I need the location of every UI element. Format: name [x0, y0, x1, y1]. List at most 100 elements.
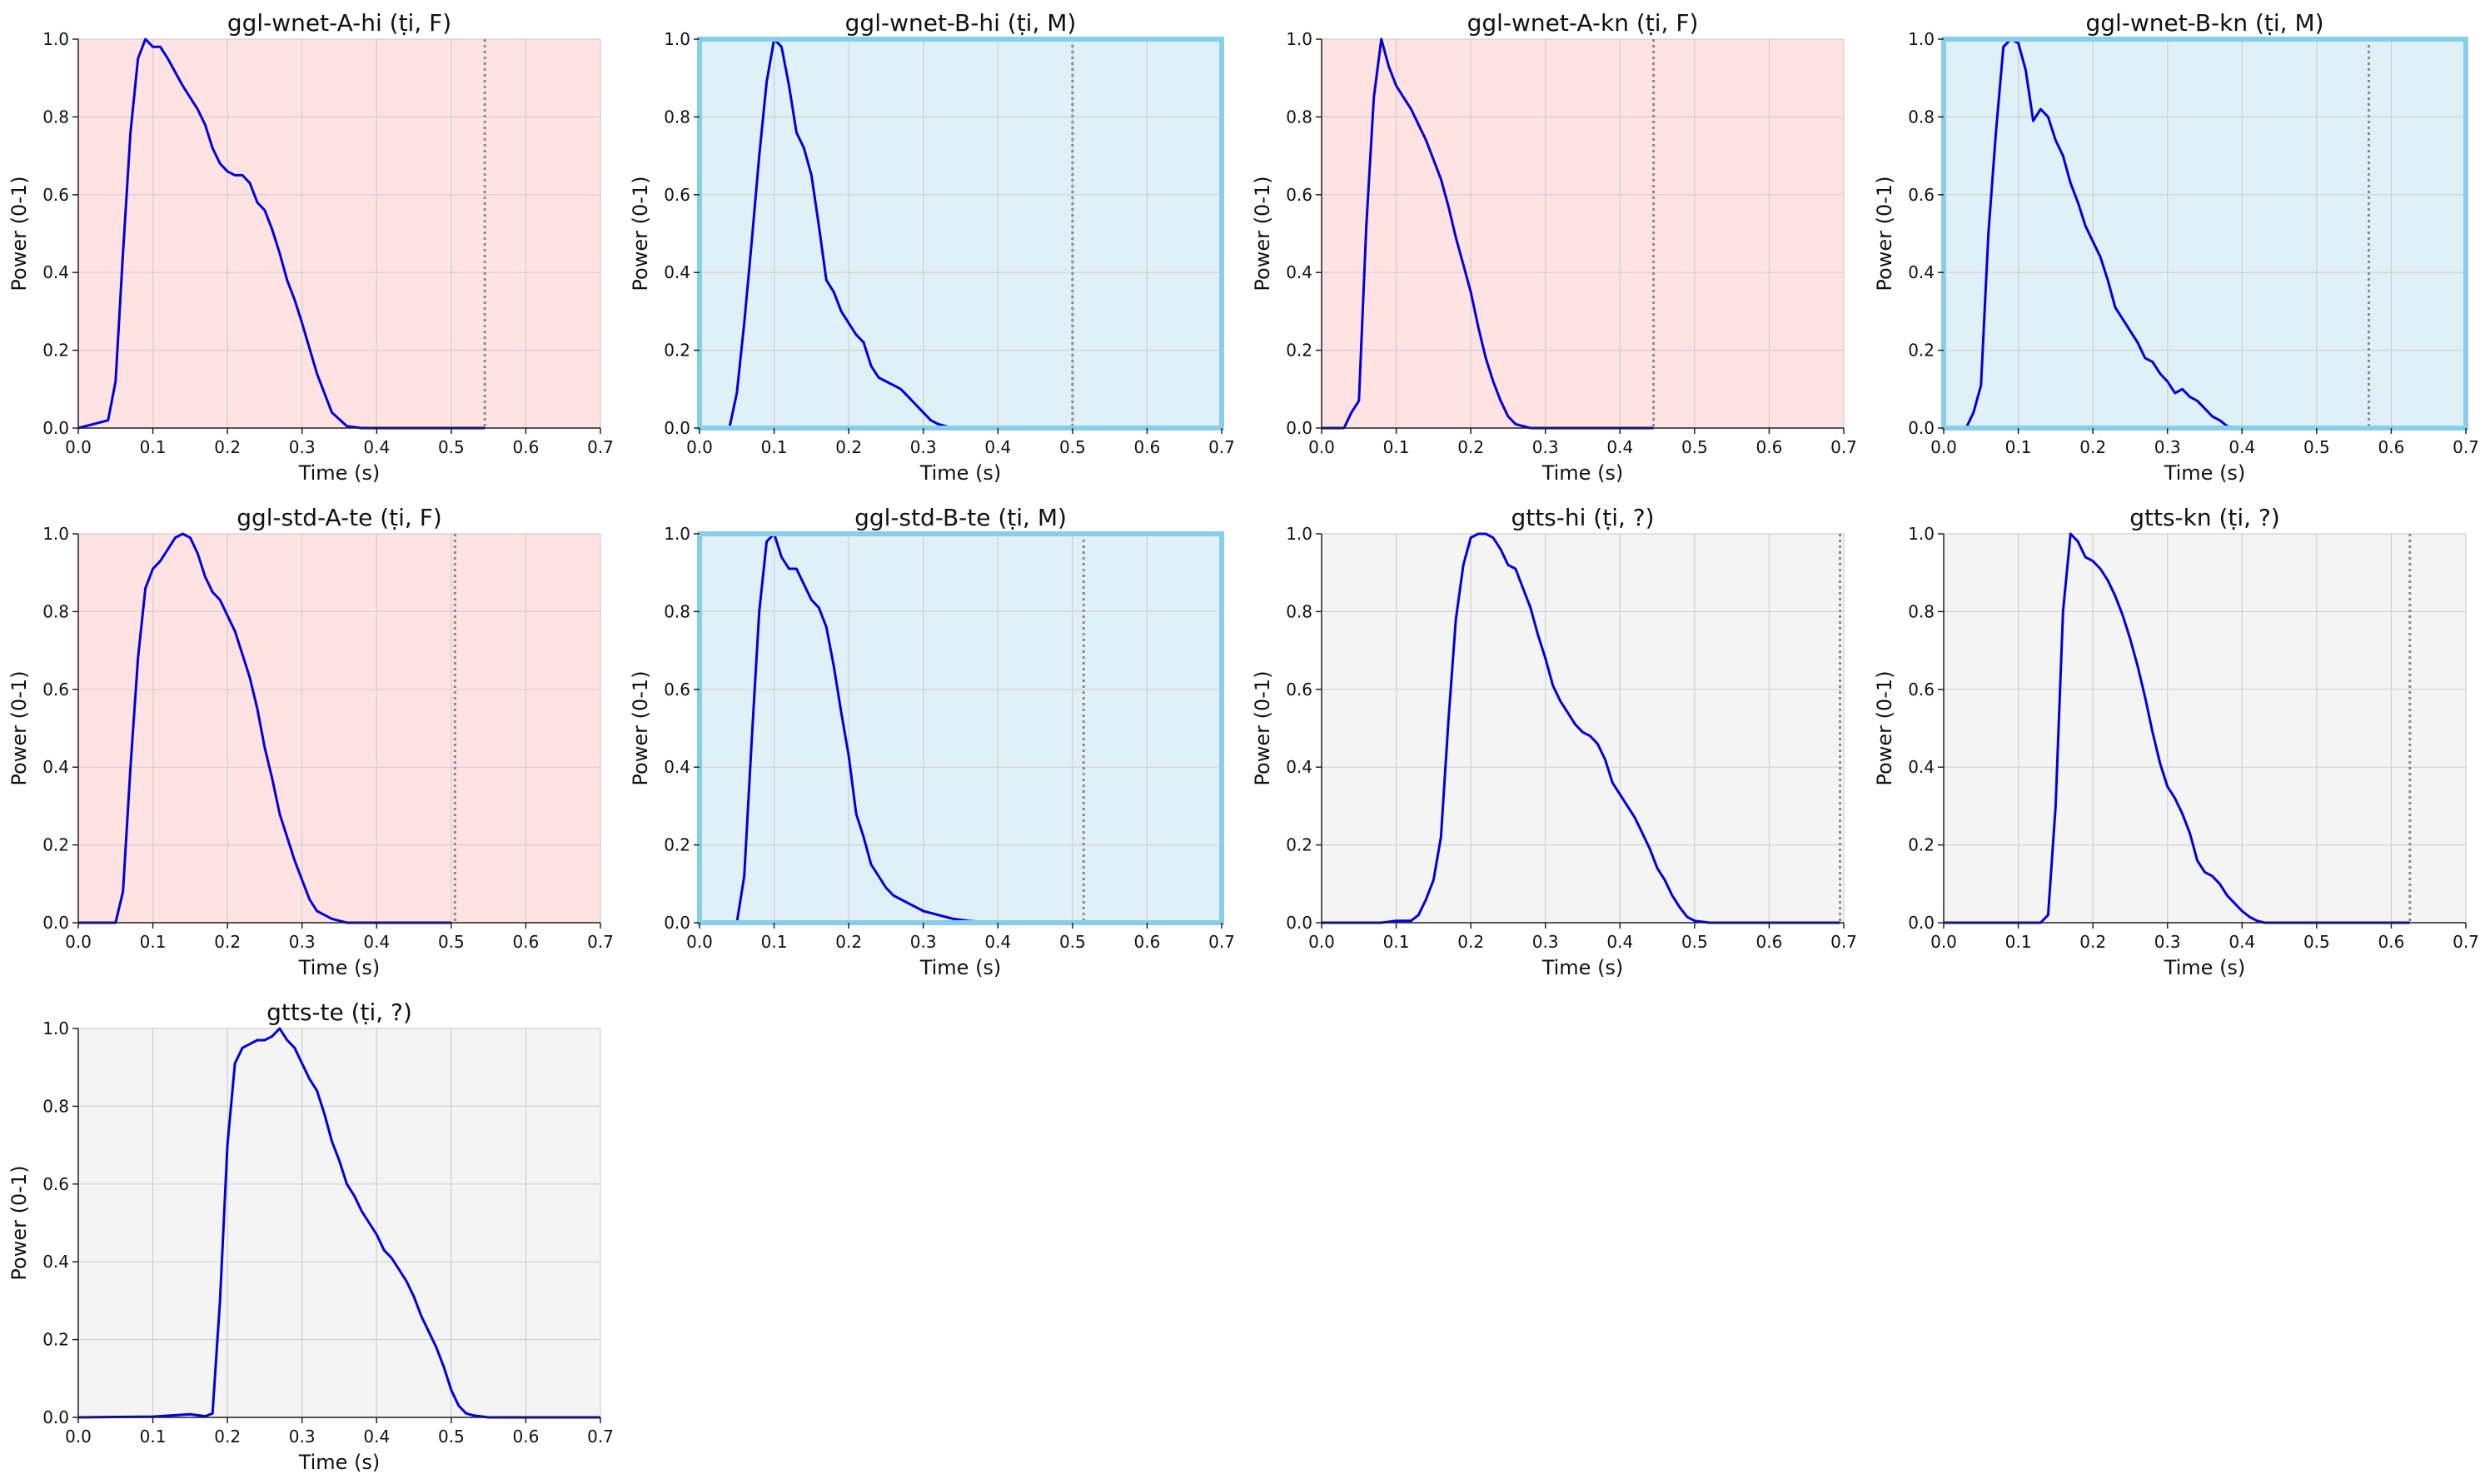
y-tick-label: 1.0 — [42, 524, 69, 544]
x-tick-label: 0.1 — [140, 437, 167, 457]
x-tick-label: 0.4 — [363, 932, 390, 952]
x-tick-label: 0.1 — [140, 932, 167, 952]
y-tick-label: 0.2 — [42, 341, 69, 361]
y-tick-label: 0.4 — [1286, 262, 1312, 282]
y-axis-label: Power (0-1) — [7, 1165, 31, 1280]
y-tick-label: 0.4 — [664, 757, 690, 777]
y-tick-label: 0.8 — [1908, 601, 1935, 621]
power-series-line — [1944, 532, 2410, 924]
x-tick-label: 0.5 — [1681, 932, 1708, 952]
x-axis-label: Time (s) — [919, 461, 1002, 485]
x-tick-label: 0.0 — [686, 437, 713, 457]
x-tick-label: 0.3 — [289, 437, 316, 457]
subplot-title: ggl-wnet-A-hi (ṭi, F) — [227, 9, 451, 37]
y-tick-label: 0.2 — [1286, 835, 1312, 855]
y-tick-label: 0.8 — [42, 107, 69, 127]
x-tick-label: 0.0 — [1308, 437, 1335, 457]
x-tick-label: 0.6 — [2378, 932, 2405, 952]
y-tick-label: 0.6 — [42, 185, 69, 205]
y-tick-label: 0.2 — [664, 835, 690, 855]
power-series-line — [77, 1027, 600, 1419]
x-tick-label: 0.3 — [2154, 932, 2181, 952]
x-tick-label: 0.4 — [363, 437, 390, 457]
x-tick-label: 0.0 — [65, 437, 92, 457]
y-tick-label: 1.0 — [1286, 29, 1312, 49]
y-tick-label: 1.0 — [664, 29, 690, 49]
x-tick-label: 0.7 — [2453, 437, 2479, 457]
subplot-title: ggl-wnet-B-hi (ṭi, M) — [845, 9, 1077, 37]
x-tick-label: 0.7 — [1830, 437, 1857, 457]
y-tick-label: 0.6 — [664, 680, 690, 700]
x-tick-label: 0.7 — [1208, 932, 1235, 952]
x-tick-label: 0.6 — [2378, 437, 2405, 457]
x-tick-label: 0.1 — [2005, 932, 2032, 952]
x-axis-label: Time (s) — [2164, 461, 2246, 485]
y-axis-label: Power (0-1) — [1251, 176, 1274, 291]
y-tick-label: 0.6 — [664, 185, 690, 205]
x-tick-label: 0.0 — [1308, 932, 1335, 952]
x-tick-label: 0.1 — [761, 932, 788, 952]
x-tick-label: 0.2 — [214, 932, 241, 952]
x-tick-label: 0.6 — [513, 437, 540, 457]
y-tick-label: 0.0 — [1908, 913, 1935, 933]
y-tick-label: 0.6 — [1908, 185, 1935, 205]
plot-background — [78, 1028, 600, 1417]
plot-background — [1944, 39, 2466, 428]
plot-background — [700, 534, 1222, 923]
x-tick-label: 0.4 — [984, 437, 1011, 457]
x-tick-label: 0.2 — [214, 437, 241, 457]
subplot-title: gtts-hi (ṭi, ?) — [1511, 504, 1654, 531]
x-tick-label: 0.2 — [835, 437, 862, 457]
subplot-2: 0.0 0.1 0.2 0.3 0.4 0.5 0.6 0.7 0.0 0.2 0.4 0.6 0.8 1… — [629, 9, 1235, 485]
y-tick-label: 0.8 — [664, 107, 690, 127]
y-tick-label: 0.4 — [42, 1252, 69, 1272]
subplot-5: 0.0 0.1 0.2 0.3 0.4 0.5 0.6 0.7 0.0 0.2 0.4 0.6 0.8 1… — [7, 504, 614, 979]
power-series-line — [728, 37, 954, 430]
x-tick-label: 0.4 — [984, 932, 1011, 952]
x-tick-label: 0.2 — [1457, 932, 1484, 952]
x-tick-label: 0.0 — [65, 1427, 92, 1447]
y-tick-label: 1.0 — [42, 29, 69, 49]
x-tick-label: 0.4 — [2229, 932, 2255, 952]
y-tick-label: 1.0 — [1286, 524, 1312, 544]
subplot-title: gtts-te (ṭi, ?) — [266, 998, 412, 1026]
x-tick-label: 0.7 — [587, 1427, 614, 1447]
subplot-1: 0.0 0.1 0.2 0.3 0.4 0.5 0.6 0.7 0.0 0.2 0.4 0.6 0.8 1… — [7, 9, 614, 485]
x-tick-label: 0.2 — [214, 1427, 241, 1447]
x-tick-label: 0.5 — [1059, 437, 1086, 457]
x-tick-label: 0.1 — [2005, 437, 2032, 457]
y-tick-label: 0.6 — [1286, 680, 1312, 700]
x-tick-label: 0.5 — [438, 1427, 465, 1447]
y-tick-label: 0.6 — [1286, 185, 1312, 205]
y-axis-label: Power (0-1) — [629, 176, 652, 291]
x-tick-label: 0.4 — [2229, 437, 2255, 457]
y-tick-label: 0.4 — [1908, 262, 1935, 282]
y-tick-label: 0.2 — [1286, 341, 1312, 361]
plot-background — [700, 39, 1222, 428]
subplot-3: 0.0 0.1 0.2 0.3 0.4 0.5 0.6 0.7 0.0 0.2 0.4 0.6 0.8 1… — [1251, 9, 1857, 485]
x-axis-label: Time (s) — [298, 956, 381, 979]
x-tick-label: 0.7 — [587, 437, 614, 457]
x-tick-label: 0.7 — [1208, 437, 1235, 457]
plot-background — [78, 534, 600, 923]
y-tick-label: 0.0 — [1908, 418, 1935, 438]
y-tick-label: 0.2 — [42, 1330, 69, 1350]
y-tick-label: 0.0 — [664, 913, 690, 933]
plot-background — [78, 39, 600, 428]
x-tick-label: 0.6 — [1134, 437, 1161, 457]
y-axis-label: Power (0-1) — [1873, 176, 1896, 291]
subplot-6: 0.0 0.1 0.2 0.3 0.4 0.5 0.6 0.7 0.0 0.2 0.4 0.6 0.8 1… — [629, 504, 1235, 979]
x-tick-label: 0.6 — [1756, 437, 1783, 457]
y-tick-label: 0.4 — [42, 757, 69, 777]
y-tick-label: 0.2 — [1908, 341, 1935, 361]
power-series-line — [77, 37, 486, 430]
x-axis-label: Time (s) — [2164, 956, 2246, 979]
subplot-8: 0.0 0.1 0.2 0.3 0.4 0.5 0.6 0.7 0.0 0.2 0.4 0.6 0.8 1… — [1873, 504, 2479, 979]
y-tick-label: 0.4 — [1908, 757, 1935, 777]
y-tick-label: 0.4 — [1286, 757, 1312, 777]
x-tick-label: 0.0 — [1930, 437, 1957, 457]
y-tick-label: 0.0 — [664, 418, 690, 438]
x-tick-label: 0.6 — [1134, 932, 1161, 952]
x-tick-label: 0.2 — [2079, 932, 2106, 952]
y-tick-label: 1.0 — [42, 1018, 69, 1038]
